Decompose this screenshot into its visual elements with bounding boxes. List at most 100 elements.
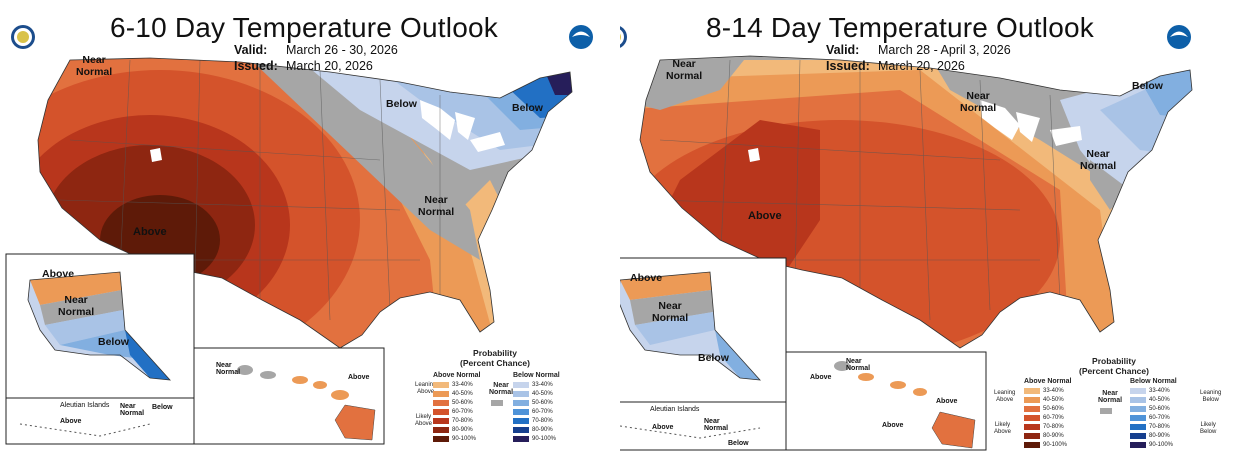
- legend-row: 90-100%: [513, 435, 556, 442]
- conus-map-6-10: [5, 57, 573, 445]
- legend-range-label: 90-100%: [1043, 441, 1068, 448]
- legend-range-label: 50-60%: [1149, 405, 1170, 412]
- legend-below-head: Below Normal: [513, 372, 560, 379]
- legend-range-label: 70-80%: [452, 417, 473, 424]
- hawaii-inset-8-14: [834, 361, 976, 449]
- legend-row: 70-80%: [433, 417, 473, 424]
- label-aleutian-title: Aleutian Islands: [650, 406, 700, 413]
- label-aleutian-near-normal: Near Normal: [120, 403, 145, 417]
- label-near-normal-nw: Near Normal: [666, 58, 703, 82]
- legend-near-swatch: [491, 400, 503, 406]
- legend-range-label: 33-40%: [1149, 387, 1170, 394]
- legend-swatch: [513, 435, 529, 442]
- legend-swatch: [1024, 441, 1040, 448]
- legend-range-label: 50-60%: [452, 399, 473, 406]
- legend-swatch: [433, 435, 449, 442]
- label-aleutian-above: Above: [652, 424, 674, 431]
- legend-likely-above: Likely Above: [994, 422, 1012, 435]
- legend-leaning-below: Leaning Below: [1200, 390, 1222, 403]
- legend-swatch: [433, 417, 449, 424]
- label-hi-above-3: Above: [882, 422, 904, 429]
- label-aleutian-below: Below: [152, 404, 173, 411]
- meta-block-8-14: Valid: March 28 - April 3, 2026 Issued: Ma…: [826, 42, 1011, 74]
- label-hi-near-normal: Near Normal: [846, 358, 871, 372]
- legend-swatch: [513, 399, 529, 406]
- label-hi-near-normal: Near Normal: [216, 362, 241, 376]
- legend-range-label: 33-40%: [532, 381, 553, 388]
- legend-swatch: [1024, 396, 1040, 403]
- legend-row: 40-50%: [1024, 396, 1064, 403]
- legend-swatch: [513, 381, 529, 388]
- legend-swatch: [433, 381, 449, 388]
- legend-range-label: 70-80%: [1149, 423, 1170, 430]
- legend-row: 70-80%: [513, 417, 553, 424]
- label-hi-above-1: Above: [810, 374, 832, 381]
- label-above-sw: Above: [133, 226, 167, 238]
- legend-range-label: 60-70%: [1043, 414, 1064, 421]
- legend-swatch: [1024, 405, 1040, 412]
- legend-range-label: 70-80%: [1043, 423, 1064, 430]
- label-hi-above-2: Above: [936, 398, 958, 405]
- legend-near-head: Near Normal: [1098, 390, 1123, 404]
- issued-line: Issued: March 20, 2026: [826, 59, 965, 73]
- legend-range-label: 80-90%: [1043, 432, 1064, 439]
- legend-row: 80-90%: [1130, 432, 1170, 439]
- label-ak-above: Above: [630, 272, 663, 284]
- legend-swatch: [1024, 387, 1040, 394]
- legend-near-swatch: [1100, 408, 1112, 414]
- legend-range-label: 90-100%: [452, 435, 477, 442]
- legend-swatch: [1130, 387, 1146, 394]
- label-hi-above: Above: [348, 374, 370, 381]
- label-aleutian-below: Below: [728, 440, 749, 447]
- legend-title: Probability (Percent Chance): [460, 348, 530, 368]
- label-ak-below: Below: [98, 336, 129, 348]
- noaa-logo-icon: [1167, 25, 1191, 49]
- legend-swatch: [433, 390, 449, 397]
- label-below-ne: Below: [1132, 80, 1163, 92]
- legend-row: 40-50%: [1130, 396, 1170, 403]
- legend-swatch: [1130, 423, 1146, 430]
- legend-swatch: [1024, 432, 1040, 439]
- legend-range-label: 60-70%: [452, 408, 473, 415]
- legend-likely-below: Likely Below: [1200, 422, 1217, 435]
- legend-swatch: [1130, 396, 1146, 403]
- issued-value: March 20, 2026: [878, 59, 965, 73]
- legend-range-label: 33-40%: [452, 381, 473, 388]
- legend-near-head: Near Normal: [489, 382, 514, 396]
- meta-block-6-10: Valid: March 26 - 30, 2026 Issued: March 2…: [234, 42, 398, 74]
- legend-row: 50-60%: [1130, 405, 1170, 412]
- legend-row: 60-70%: [433, 408, 473, 415]
- valid-line: Valid: March 26 - 30, 2026: [234, 43, 398, 57]
- label-above-sw: Above: [748, 210, 782, 222]
- legend-row: 33-40%: [433, 381, 473, 388]
- legend-row: 60-70%: [513, 408, 553, 415]
- legend-row: 90-100%: [1024, 441, 1067, 448]
- legend-above-head: Above Normal: [1024, 378, 1072, 385]
- outlook-6-10-panel: 6-10 Day Temperature Outlook Valid: March…: [5, 12, 593, 445]
- legend-swatch: [433, 408, 449, 415]
- legend-swatch: [433, 426, 449, 433]
- legend-likely-above: Likely Above: [415, 414, 433, 427]
- alaska-inset-8-14: [620, 271, 761, 381]
- noaa-logo-icon: [569, 25, 593, 49]
- legend-above-head: Above Normal: [433, 372, 481, 379]
- legend-range-label: 50-60%: [532, 399, 553, 406]
- issued-value: March 20, 2026: [286, 59, 373, 73]
- legend-title: Probability (Percent Chance): [1079, 356, 1149, 376]
- page-title-6-10: 6-10 Day Temperature Outlook: [110, 12, 498, 43]
- label-ak-near-normal: Near Normal: [652, 300, 689, 324]
- doc-seal-icon: [11, 25, 35, 49]
- legend-row: 33-40%: [1024, 387, 1064, 394]
- legend-row: 90-100%: [433, 435, 476, 442]
- legend-swatch: [513, 408, 529, 415]
- legend-range-label: 40-50%: [452, 390, 473, 397]
- label-near-normal-east: Near Normal: [1080, 148, 1117, 172]
- hawaii-inset-6-10: [237, 365, 376, 441]
- legend-swatch: [1130, 441, 1146, 448]
- legend-row: 80-90%: [1024, 432, 1064, 439]
- label-ak-below: Below: [698, 352, 729, 364]
- legend-row: 80-90%: [513, 426, 553, 433]
- alaska-inset-6-10: [27, 271, 171, 381]
- legend-swatch: [433, 399, 449, 406]
- legend-swatch: [1130, 432, 1146, 439]
